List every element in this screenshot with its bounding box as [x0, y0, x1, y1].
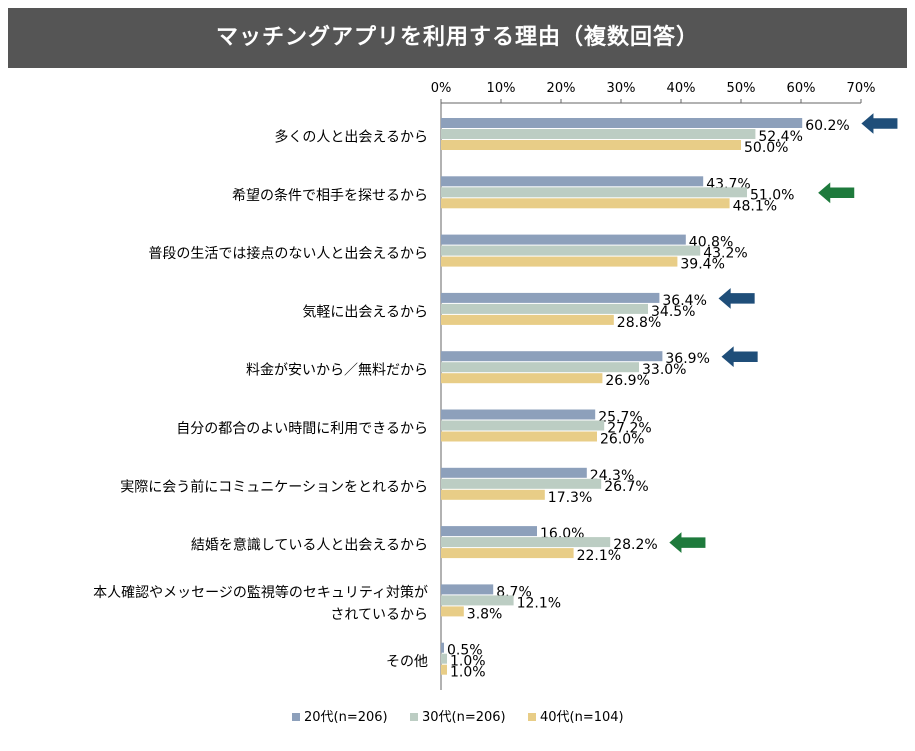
- category-label-line: 自分の都合のよい時間に利用できるから: [176, 421, 428, 437]
- x-tick-label: 70%: [847, 81, 876, 96]
- category-label-line: 実際に会う前にコミュニケーションをとれるから: [120, 478, 428, 495]
- data-label: 1.0%: [450, 654, 486, 670]
- bar: [441, 584, 494, 595]
- category-label-line: 本人確認やメッセージの監視等のセキュリティ対策が: [93, 584, 428, 601]
- data-label: 39.4%: [680, 257, 724, 273]
- category-label-line: 料金が安いから／無料だから: [246, 363, 428, 379]
- bar: [441, 314, 614, 325]
- data-label: 28.2%: [613, 537, 657, 553]
- bar: [441, 234, 686, 245]
- legend-swatch: [292, 713, 300, 721]
- data-label: 43.2%: [703, 246, 747, 262]
- bar: [441, 303, 648, 314]
- x-tick-label: 0%: [431, 81, 452, 96]
- category-label-line: 普段の生活では接点のない人と出会えるから: [148, 245, 428, 262]
- arrow-icon: [815, 179, 856, 207]
- data-label: 12.1%: [517, 595, 561, 611]
- bar: [441, 489, 545, 500]
- x-tick-label: 40%: [667, 81, 696, 96]
- category-label: 実際に会う前にコミュニケーションをとれるから: [120, 478, 428, 495]
- data-label: 1.0%: [450, 665, 486, 681]
- legend-swatch: [410, 713, 418, 721]
- bar: [441, 256, 678, 267]
- category-label-line: 希望の条件で相手を探せるから: [232, 187, 428, 204]
- bar: [441, 537, 611, 548]
- category-label: 結婚を意識している人と出会えるから: [191, 537, 428, 554]
- category-label: 本人確認やメッセージの監視等のセキュリティ対策がされているから: [93, 584, 428, 623]
- data-label: 48.1%: [733, 198, 777, 214]
- bar: [441, 526, 537, 537]
- legend-swatch: [528, 713, 536, 721]
- data-label: 60.2%: [805, 118, 849, 134]
- bar: [441, 642, 444, 653]
- data-label: 28.8%: [617, 315, 661, 331]
- data-label: 17.3%: [548, 490, 592, 506]
- bar: [441, 245, 701, 256]
- bar: [441, 176, 704, 187]
- category-label-line: 結婚を意識している人と出会えるから: [191, 537, 428, 554]
- category-label: 料金が安いから／無料だから: [246, 363, 428, 379]
- arrow-icon: [667, 528, 707, 557]
- data-label: 22.1%: [577, 548, 621, 564]
- legend-label: 30代(n=206): [422, 710, 506, 725]
- x-tick-label: 50%: [727, 81, 756, 96]
- category-label: 気軽に出会えるから: [302, 304, 428, 320]
- category-label: 普段の生活では接点のない人と出会えるから: [148, 245, 428, 262]
- data-label: 51.0%: [750, 187, 794, 203]
- bar: [441, 467, 587, 478]
- bar: [441, 187, 747, 198]
- category-label: 多くの人と出会えるから: [274, 129, 428, 146]
- data-label: 52.4%: [758, 129, 802, 145]
- x-tick-label: 10%: [487, 81, 516, 96]
- category-label: その他: [386, 654, 428, 670]
- bar: [441, 198, 730, 209]
- x-tick-label: 60%: [787, 81, 816, 96]
- bar: [441, 653, 447, 664]
- category-label-line: されているから: [330, 607, 428, 623]
- bar: [441, 129, 756, 139]
- data-label: 26.7%: [604, 479, 648, 495]
- data-label: 36.9%: [665, 351, 709, 367]
- bar: [441, 431, 597, 442]
- data-label: 3.8%: [467, 606, 503, 622]
- arrow-icon: [859, 109, 899, 138]
- category-label: 自分の都合のよい時間に利用できるから: [176, 421, 428, 437]
- bar: [441, 409, 596, 420]
- arrow-icon: [716, 284, 757, 313]
- data-label: 50.0%: [744, 140, 788, 156]
- bar: [441, 664, 447, 675]
- x-tick-label: 20%: [547, 81, 576, 96]
- bar: [441, 140, 741, 150]
- data-label: 33.0%: [642, 362, 686, 378]
- bar: [441, 595, 514, 606]
- data-label: 25.7%: [598, 410, 642, 426]
- bar: [441, 362, 639, 373]
- arrow-icon: [719, 343, 760, 371]
- legend-label: 40代(n=104): [540, 710, 624, 725]
- bar: [441, 548, 574, 559]
- data-label: 26.0%: [600, 432, 644, 448]
- bar: [441, 292, 660, 303]
- x-tick-label: 30%: [607, 81, 636, 96]
- data-label: 36.4%: [662, 293, 706, 309]
- bar: [441, 373, 603, 384]
- data-label: 0.5%: [447, 643, 483, 659]
- category-label-line: その他: [386, 654, 428, 670]
- category-label-line: 多くの人と出会えるから: [274, 129, 428, 146]
- bar: [441, 420, 605, 431]
- legend-label: 20代(n=206): [304, 710, 388, 725]
- bar: [441, 351, 663, 362]
- chart-title: マッチングアプリを利用する理由（複数回答）: [215, 25, 699, 50]
- bar: [441, 606, 464, 617]
- bar: [441, 118, 803, 128]
- bar: [441, 478, 602, 489]
- title-bar: マッチングアプリを利用する理由（複数回答）: [8, 8, 907, 68]
- category-label-line: 気軽に出会えるから: [302, 304, 428, 320]
- data-label: 34.5%: [651, 304, 695, 320]
- category-label: 希望の条件で相手を探せるから: [232, 187, 428, 204]
- data-label: 27.2%: [607, 421, 651, 437]
- data-label: 26.9%: [605, 373, 649, 389]
